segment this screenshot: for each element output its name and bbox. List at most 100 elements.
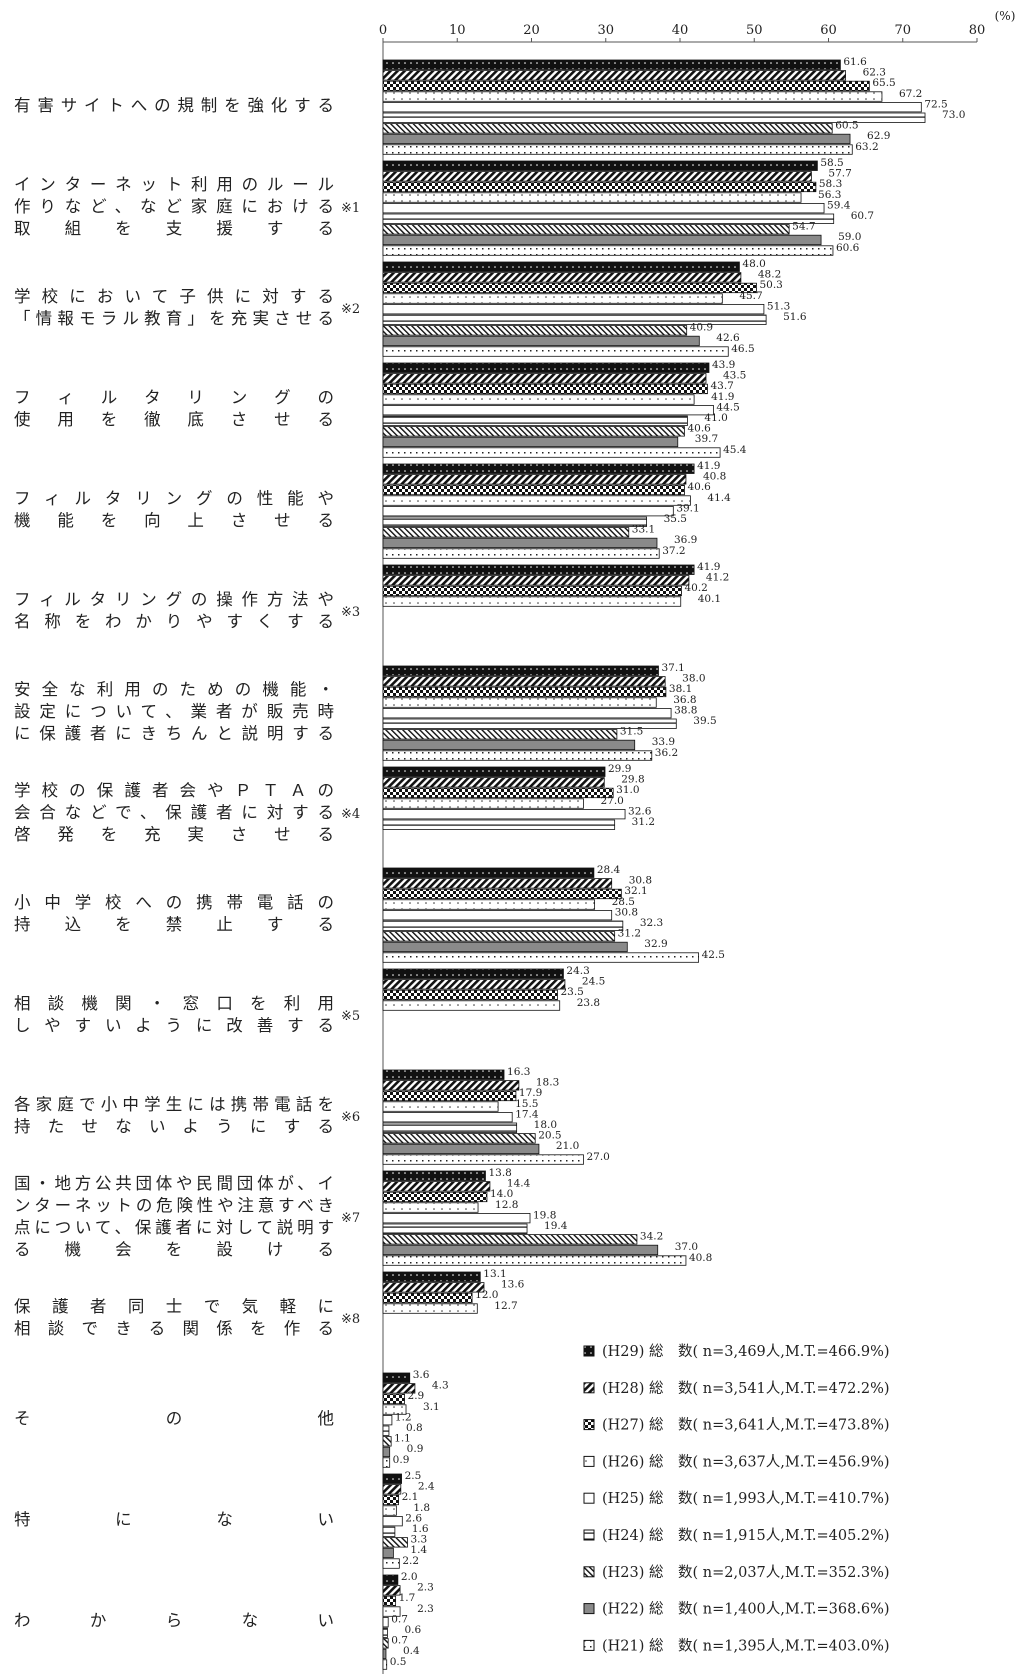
bar-group: 13.814.414.012.8 19.819.4 34.2 37.040.8	[382, 1167, 712, 1266]
category-label: 相談機関・窓口を利用	[14, 994, 334, 1013]
bar	[382, 676, 666, 687]
category-label: 学校において子供に対する	[14, 287, 334, 306]
bar	[382, 1170, 486, 1181]
bar	[382, 1090, 517, 1102]
bar-value-label: 58.5	[820, 157, 843, 169]
bar-group: 41.940.840.641.4 39.135.5 33.1 36.937.2	[382, 460, 731, 559]
legend-swatch	[583, 1529, 595, 1541]
legend-swatch	[583, 1639, 595, 1651]
bar	[382, 1213, 531, 1224]
bar-value-label: 38.0	[682, 673, 705, 685]
bar-value-label: 58.3	[819, 178, 842, 190]
bar-value-label: 33.1	[632, 524, 655, 536]
bar	[382, 1393, 405, 1405]
category-note: ※3	[341, 605, 360, 620]
bar-value-label: 3.6	[413, 1369, 430, 1381]
bar	[382, 1595, 397, 1607]
bar-value-label: 40.6	[687, 481, 711, 493]
bar	[382, 213, 835, 224]
category-note: ※4	[341, 807, 360, 822]
bar-group: 41.941.240.240.1	[382, 561, 729, 607]
category-label: 啓 発 を 充 実 さ せ る	[14, 825, 334, 844]
bar	[382, 303, 765, 315]
bar-value-label: 31.2	[618, 928, 641, 940]
bar	[382, 1202, 479, 1213]
bar	[382, 272, 742, 283]
bar-value-label: 1.6	[412, 1523, 429, 1535]
bar	[382, 968, 564, 979]
bar	[382, 1271, 481, 1282]
bar-value-label: 38.8	[674, 704, 697, 716]
bar	[382, 505, 674, 517]
bar	[382, 809, 626, 820]
bar	[382, 750, 653, 761]
bar-value-label: 40.8	[689, 1252, 712, 1264]
bar-value-label: 39.1	[676, 502, 699, 514]
bar-value-label: 56.3	[818, 189, 841, 201]
bar	[382, 878, 613, 889]
bar-value-label: 1.2	[395, 1411, 412, 1423]
bar	[382, 1303, 478, 1314]
bar	[382, 798, 584, 809]
category-label: 持 込 を 禁 止 す る	[14, 915, 334, 934]
bar	[382, 346, 729, 357]
bar-value-label: 29.8	[621, 774, 644, 786]
bar-value-label: 60.5	[835, 120, 858, 132]
bar-value-label: 60.7	[851, 210, 874, 222]
bar-value-label: 36.9	[674, 534, 697, 546]
bar	[382, 1446, 391, 1458]
bar-value-label: 13.6	[501, 1279, 525, 1291]
bar-value-label: 27.0	[600, 795, 623, 807]
bar	[382, 575, 690, 586]
bar-value-label: 16.3	[507, 1066, 530, 1078]
category-label: わ か ら な い	[14, 1611, 334, 1630]
bar	[382, 224, 790, 235]
bar	[382, 1282, 485, 1293]
bar-value-label: 0.6	[404, 1624, 421, 1636]
bar-value-label: 0.7	[391, 1613, 408, 1625]
category-label: インターネット利用のルール	[14, 175, 334, 194]
category-label: 会合などで、保護者に対する	[14, 803, 334, 822]
bar	[382, 426, 685, 437]
bar-value-label: 14.0	[490, 1188, 513, 1200]
legend-item: (H27) 総 数( n=3,641人,M.T.=473.8%)	[583, 1417, 890, 1434]
bar	[382, 1143, 540, 1155]
category-label: 持たせないようにする	[14, 1117, 334, 1136]
legend-item: (H28) 総 数( n=3,541人,M.T.=472.2%)	[583, 1380, 890, 1397]
category-label: 保護者同士で気軽に	[14, 1297, 334, 1316]
bar-value-label: 37.1	[661, 662, 684, 674]
bar	[382, 495, 691, 506]
bar-value-label: 57.7	[828, 168, 851, 180]
bar-value-label: 12.8	[495, 1199, 518, 1211]
bar	[382, 1547, 394, 1559]
bar-value-label: 62.9	[867, 130, 890, 142]
bar	[382, 1638, 389, 1649]
legend-item: (H25) 総 数( n=1,993人,M.T.=410.7%)	[583, 1490, 890, 1507]
x-tick-label: 50	[746, 23, 763, 38]
category-label: 安全な利用のための機能・	[14, 680, 334, 699]
bar-value-label: 30.8	[629, 875, 652, 887]
category-label: 各家庭で小中学生には携帯電話を	[14, 1095, 334, 1114]
bar	[382, 1484, 402, 1495]
bar-value-label: 1.1	[394, 1433, 411, 1445]
bar	[382, 362, 710, 373]
bar	[382, 91, 883, 102]
category-label: 機 能 を 向 上 さ せ る	[14, 511, 334, 530]
bar	[382, 261, 740, 272]
bar-value-label: 1.4	[410, 1544, 427, 1556]
legend-item: (H29) 総 数( n=3,469人,M.T.=466.9%)	[583, 1343, 890, 1360]
category-label: 取 組 を 支 援 す る	[14, 219, 334, 238]
bar-value-label: 60.6	[836, 242, 860, 254]
bar	[382, 80, 870, 92]
bar-value-label: 41.0	[704, 412, 727, 424]
bar	[382, 171, 812, 182]
bar	[382, 1516, 403, 1527]
bar-value-label: 51.3	[767, 300, 790, 312]
bar-group: 13.113.612.012.7	[382, 1268, 525, 1314]
bar	[382, 282, 757, 294]
bar-value-label: 39.7	[695, 433, 718, 445]
bar-group: 3.64.32.93.11.20.81.10.90.9	[382, 1369, 449, 1468]
legend-label: (H26) 総 数( n=3,637人,M.T.=456.9%)	[602, 1453, 890, 1470]
bar-group: 2.02.31.72.30.70.60.70.40.5	[382, 1571, 434, 1670]
category-label: フ ィ ル タ リ ン グ の	[14, 388, 334, 407]
